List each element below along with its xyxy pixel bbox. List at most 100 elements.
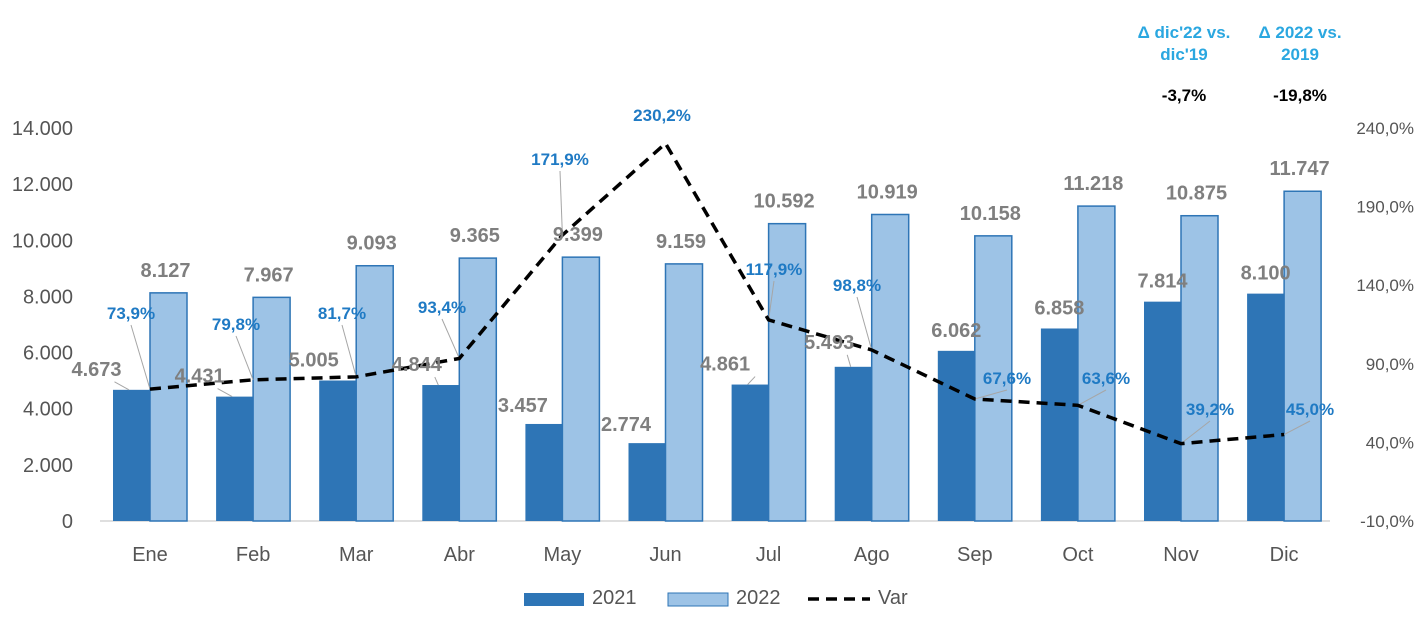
bar-2021	[628, 443, 666, 521]
pct-leader	[1077, 389, 1107, 406]
bar-2021	[834, 366, 872, 521]
bar-2022	[149, 292, 188, 522]
x-tick-label: Feb	[236, 544, 270, 566]
value-label-2021: 4.844	[392, 354, 443, 376]
legend-swatch-2022	[667, 592, 729, 607]
y-left-tick-label: 2.000	[23, 455, 73, 477]
summary-header: 2019	[1281, 45, 1319, 64]
bar-2021	[525, 423, 563, 521]
bar-2021	[1247, 293, 1285, 521]
x-tick-label: May	[544, 544, 582, 566]
bar-2022	[1077, 205, 1116, 522]
pct-label: 73,9%	[107, 304, 155, 323]
pct-label: 230,2%	[633, 106, 691, 125]
x-tick-label: Nov	[1163, 544, 1199, 566]
x-tick-label: Ene	[132, 544, 168, 566]
summary-header: Δ 2022 vs.	[1258, 23, 1341, 42]
bars	[113, 190, 1322, 522]
x-tick-label: Jun	[649, 544, 681, 566]
summary-boxes: Δ dic'22 vs. dic'19 -3,7% Δ 2022 vs. 2019 -19…	[1138, 23, 1342, 105]
bar-2022	[458, 257, 498, 522]
value-label-2022: 9.093	[347, 233, 397, 255]
value-label-2022: 9.159	[656, 231, 706, 253]
label-leader	[747, 376, 756, 385]
x-tick-label: Mar	[339, 544, 374, 566]
pct-leader	[768, 280, 775, 321]
value-label-2022: 10.158	[960, 203, 1021, 225]
pct-leader	[235, 335, 254, 381]
value-label-2021: 4.673	[71, 359, 121, 381]
value-label-2021: 5.005	[289, 350, 339, 372]
pct-leader	[1180, 420, 1211, 445]
pct-label: 98,8%	[833, 276, 881, 295]
x-tick-label: Sep	[957, 544, 993, 566]
y-left-tick-label: 14.000	[12, 118, 73, 140]
value-label-2022: 10.919	[857, 181, 918, 203]
pct-leader	[974, 389, 1008, 400]
label-leader	[846, 354, 852, 367]
label-leader	[114, 381, 130, 391]
x-tick-label: Ago	[854, 544, 890, 566]
legend-label-var: Var	[878, 587, 908, 609]
value-label-2021: 7.814	[1137, 271, 1188, 293]
bar-2021	[731, 384, 769, 521]
bar-2022	[355, 264, 394, 522]
summary-value: -19,8%	[1273, 86, 1327, 105]
pct-label: 63,6%	[1082, 369, 1130, 388]
var-line-group	[149, 140, 1285, 446]
pct-label: 79,8%	[212, 315, 260, 334]
bar-2021	[319, 380, 357, 521]
y-left-tick-label: 8.000	[23, 286, 73, 308]
y-left-tick-label: 6.000	[23, 343, 73, 365]
legend-swatch-2021	[524, 593, 584, 606]
x-tick-label: Jul	[756, 544, 782, 566]
leader-lines	[114, 170, 1311, 445]
pct-label: 171,9%	[531, 150, 589, 169]
summary-value: -3,7%	[1162, 86, 1206, 105]
var-line	[149, 140, 1285, 446]
legend-label-2022: 2022	[736, 587, 781, 609]
pct-label: 67,6%	[983, 369, 1031, 388]
y-left-tick-label: 10.000	[12, 230, 73, 252]
bar-2022	[1180, 214, 1219, 522]
value-label-2022: 10.592	[754, 191, 815, 213]
value-label-2022: 11.747	[1270, 158, 1330, 180]
legend-label-2021: 2021	[592, 587, 637, 609]
value-label-2021: 6.062	[931, 320, 981, 342]
y-right-tick-label: 190,0%	[1356, 198, 1414, 217]
value-label-2021: 8.100	[1241, 263, 1291, 285]
summary-header: Δ dic'22 vs.	[1138, 23, 1231, 42]
value-label-2022: 8.127	[140, 260, 190, 282]
bar-2022	[664, 263, 704, 522]
pct-leader	[341, 324, 357, 377]
label-leader	[434, 376, 439, 386]
value-label-2021: 4.861	[700, 354, 750, 376]
pct-leader	[1283, 420, 1311, 435]
bar-2022	[1283, 190, 1322, 522]
label-leader	[217, 388, 233, 398]
y-right-tick-label: -10,0%	[1360, 512, 1414, 531]
value-label-2022: 9.365	[450, 225, 500, 247]
pct-leader	[856, 296, 873, 351]
value-label-2022: 7.967	[244, 264, 294, 286]
bar-2022	[767, 222, 807, 522]
x-tick-label: Abr	[444, 544, 475, 566]
bar-2021	[216, 396, 254, 521]
y-right-tick-label: 90,0%	[1366, 355, 1414, 374]
y-left-tick-label: 12.000	[12, 174, 73, 196]
y-right-tick-label: 240,0%	[1356, 119, 1414, 138]
value-label-2021: 4.431	[175, 366, 225, 388]
pct-label: 45,0%	[1286, 400, 1334, 419]
value-label-2021: 3.457	[498, 395, 548, 417]
value-label-2021: 5.493	[804, 332, 854, 354]
pct-label: 39,2%	[1186, 400, 1234, 419]
pct-label: 81,7%	[318, 304, 366, 323]
bar-2022	[561, 256, 601, 522]
value-label-2021: 6.858	[1034, 297, 1084, 319]
bar-2021	[113, 389, 150, 521]
bar-2021	[1144, 301, 1181, 521]
pct-leader	[559, 170, 563, 236]
summary-header: dic'19	[1160, 45, 1208, 64]
